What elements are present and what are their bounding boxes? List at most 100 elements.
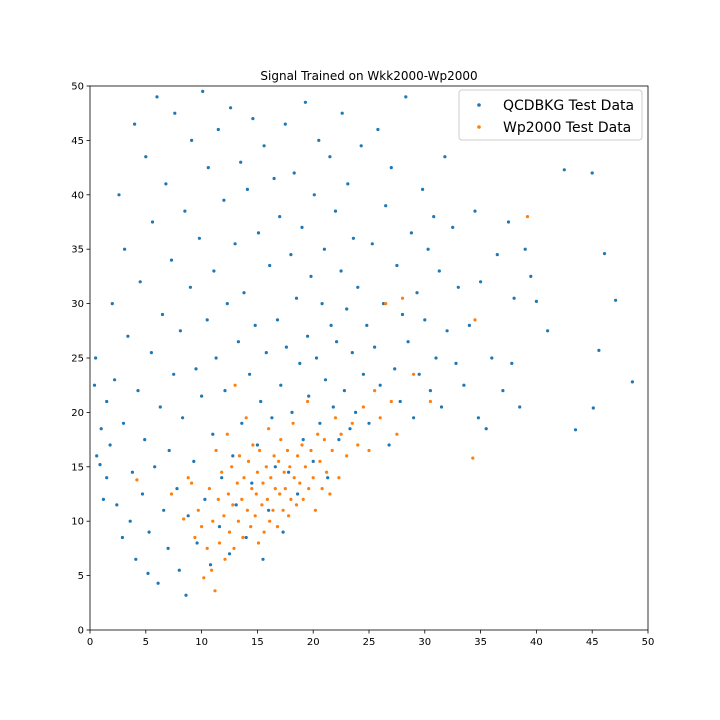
data-point [205, 546, 209, 551]
x-tick-label: 30 [418, 637, 431, 648]
data-point [329, 323, 333, 327]
data-point [316, 432, 320, 436]
data-point [253, 323, 257, 327]
data-point [278, 215, 282, 219]
data-point [234, 503, 238, 507]
data-point [256, 541, 261, 545]
data-point [223, 389, 227, 393]
data-point [573, 428, 578, 432]
data-point [259, 399, 263, 404]
data-point [273, 487, 277, 491]
data-point [546, 329, 550, 333]
data-point [203, 497, 207, 501]
data-point [271, 508, 275, 512]
legend: QCDBKG Test Data Wp2000 Test Data [458, 89, 643, 141]
data-point [190, 138, 194, 142]
data-point [264, 351, 268, 355]
y-tick-label: 0 [78, 626, 84, 637]
data-point [133, 122, 137, 126]
data-point [296, 492, 300, 496]
data-point [378, 383, 382, 387]
data-point [345, 454, 349, 458]
data-point [298, 481, 302, 485]
y-tick-label: 5 [78, 571, 84, 582]
data-point [490, 356, 494, 360]
data-point [186, 476, 190, 480]
data-point [370, 242, 374, 246]
data-point [262, 144, 266, 148]
data-point [318, 459, 322, 463]
data-point [194, 367, 198, 371]
x-axis: 0 5 10 15 20 25 30 35 40 45 50 [87, 630, 654, 648]
data-point [307, 487, 311, 491]
data-point [473, 318, 477, 322]
data-point [281, 508, 285, 512]
data-point [258, 448, 262, 453]
data-point [188, 285, 192, 289]
data-point [99, 427, 103, 431]
data-point [346, 182, 350, 186]
y-tick-label: 15 [71, 462, 84, 473]
data-point [333, 209, 338, 213]
chart-title: Signal Trained on Wkk2000-Wp2000 [260, 69, 477, 83]
data-point [162, 508, 166, 512]
data-point [428, 389, 432, 393]
data-point [227, 530, 232, 534]
data-point [216, 127, 220, 132]
data-point [320, 487, 324, 491]
data-point [245, 187, 249, 191]
data-point [212, 269, 216, 273]
data-point [279, 383, 283, 387]
data-point [135, 478, 139, 482]
data-point [173, 111, 177, 115]
data-point [167, 448, 171, 453]
data-point [183, 209, 187, 213]
data-point [279, 438, 283, 442]
data-point [136, 389, 140, 393]
data-point [325, 470, 329, 474]
data-point [169, 492, 174, 496]
y-tick-label: 45 [71, 136, 84, 147]
x-tick-label: 25 [363, 637, 376, 648]
data-point [244, 535, 248, 540]
data-point [94, 356, 98, 360]
data-point [415, 291, 419, 295]
data-point [335, 340, 339, 344]
data-point [471, 456, 475, 460]
data-point [443, 155, 447, 159]
data-point [281, 530, 285, 534]
legend-label-wp2000: Wp2000 Test Data [503, 120, 631, 136]
x-tick-label: 40 [530, 637, 543, 648]
y-tick-label: 30 [71, 299, 84, 310]
data-point [277, 459, 281, 463]
data-point [312, 193, 316, 197]
data-point [437, 269, 441, 273]
data-point [303, 100, 307, 104]
data-point [384, 204, 388, 208]
data-point [283, 487, 287, 491]
data-point [283, 122, 287, 126]
y-axis: 0 5 10 15 20 25 30 35 40 45 50 [71, 82, 90, 637]
data-point [398, 399, 402, 404]
data-point [164, 182, 168, 186]
data-point [205, 318, 209, 322]
data-point [317, 138, 321, 142]
data-point [512, 296, 516, 300]
data-point [242, 291, 246, 295]
data-point [318, 421, 322, 425]
data-point [197, 236, 201, 240]
data-point [242, 476, 246, 480]
data-point [387, 443, 391, 447]
data-point [196, 508, 200, 512]
y-tick-label: 25 [71, 354, 84, 365]
data-point [290, 410, 294, 414]
data-point [614, 298, 618, 302]
data-point [206, 166, 210, 170]
x-tick-label: 35 [474, 637, 487, 648]
data-point [156, 581, 160, 585]
data-point [250, 481, 254, 485]
data-point [330, 448, 334, 453]
data-point [356, 443, 360, 447]
data-point [213, 589, 217, 593]
data-point [322, 247, 326, 251]
